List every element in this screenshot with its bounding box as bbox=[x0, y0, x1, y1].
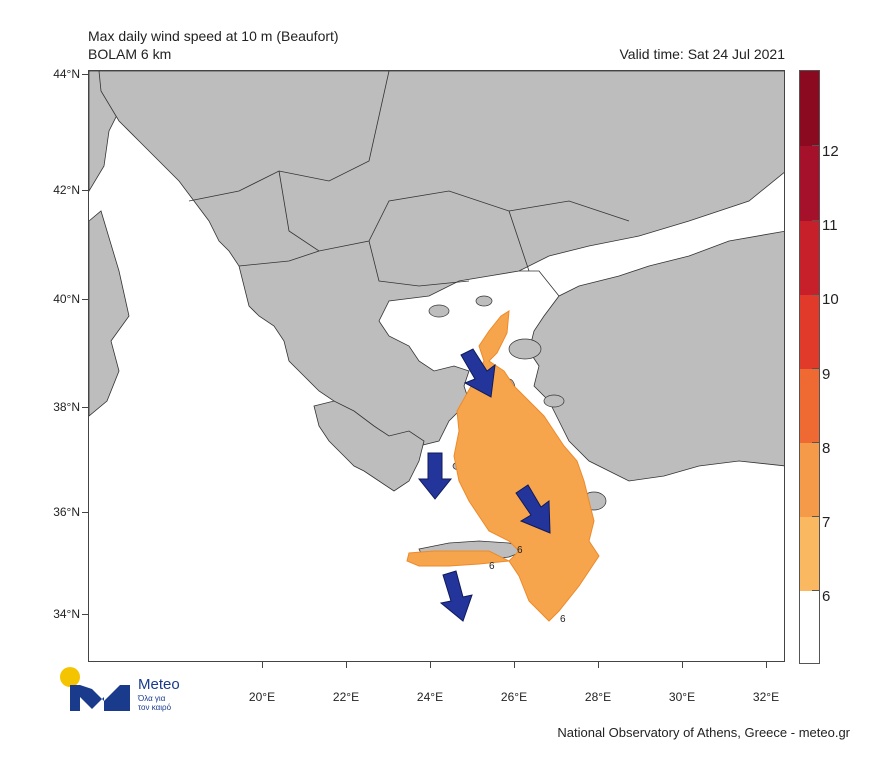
lon-label: 30°E bbox=[668, 690, 696, 704]
lon-tick bbox=[514, 662, 515, 668]
colorbar-label: 7 bbox=[822, 514, 831, 531]
colorbar-segment bbox=[800, 295, 819, 369]
lat-tick bbox=[82, 74, 88, 75]
lat-label: 34°N bbox=[53, 607, 80, 621]
colorbar-segment bbox=[800, 146, 819, 221]
wind-arrow bbox=[417, 452, 453, 500]
wind-arrows bbox=[417, 348, 551, 622]
contour-label: 6 bbox=[560, 614, 566, 625]
lat-tick bbox=[82, 190, 88, 191]
colorbar-segment bbox=[800, 221, 819, 295]
colorbar-tick bbox=[812, 516, 820, 517]
wind-arrow bbox=[439, 570, 473, 622]
lon-tick bbox=[346, 662, 347, 668]
lon-tick bbox=[682, 662, 683, 668]
model-label: BOLAM 6 km bbox=[88, 46, 172, 62]
lat-tick bbox=[82, 299, 88, 300]
lat-label: 42°N bbox=[53, 183, 80, 197]
lon-label: 26°E bbox=[500, 690, 528, 704]
colorbar-tick bbox=[812, 590, 820, 591]
colorbar-segment bbox=[800, 443, 819, 517]
credit-text: National Observatory of Athens, Greece -… bbox=[557, 725, 850, 740]
lon-tick bbox=[430, 662, 431, 668]
colorbar-label: 10 bbox=[822, 291, 839, 308]
contour-label: 6 bbox=[517, 545, 523, 556]
lon-label: 32°E bbox=[752, 690, 780, 704]
lat-label: 40°N bbox=[53, 292, 80, 306]
colorbar-segment bbox=[800, 591, 819, 663]
colorbar-label: 12 bbox=[822, 143, 839, 160]
wind-arrow bbox=[515, 484, 551, 534]
land-italy bbox=[89, 71, 130, 417]
contour-label: 6 bbox=[489, 561, 495, 572]
lat-tick bbox=[82, 407, 88, 408]
lon-label: 28°E bbox=[584, 690, 612, 704]
colorbar-label: 11 bbox=[822, 217, 838, 234]
lat-label: 38°N bbox=[53, 400, 80, 414]
lon-label: 24°E bbox=[416, 690, 444, 704]
map-area[interactable]: 6 6 6 bbox=[88, 70, 785, 662]
lat-tick bbox=[82, 512, 88, 513]
colorbar-label: 8 bbox=[822, 440, 831, 457]
land-anatolia bbox=[528, 230, 784, 482]
lon-tick bbox=[766, 662, 767, 668]
wind-zone-force-7 bbox=[406, 310, 600, 622]
colorbar-tick bbox=[812, 368, 820, 369]
wind-arrow bbox=[460, 348, 496, 398]
country-borders bbox=[188, 71, 630, 297]
lon-label: 20°E bbox=[248, 690, 276, 704]
lon-tick bbox=[262, 662, 263, 668]
colorbar-tick bbox=[812, 145, 820, 146]
map-canvas bbox=[89, 71, 784, 622]
colorbar-label: 9 bbox=[822, 366, 831, 383]
colorbar-tick bbox=[812, 294, 820, 295]
lat-label: 44°N bbox=[53, 67, 80, 81]
colorbar-tick bbox=[812, 442, 820, 443]
map-title: Max daily wind speed at 10 m (Beaufort) bbox=[88, 28, 339, 44]
logo-tagline: Όλα για bbox=[138, 694, 166, 703]
logo-name: Meteo bbox=[138, 676, 180, 693]
colorbar-tick bbox=[812, 220, 820, 221]
colorbar-segment bbox=[800, 71, 819, 146]
lat-tick bbox=[82, 614, 88, 615]
valid-time: Valid time: Sat 24 Jul 2021 bbox=[619, 46, 785, 62]
meteo-logo-icon[interactable] bbox=[58, 665, 208, 715]
land-peloponnese bbox=[313, 400, 425, 492]
colorbar-legend bbox=[799, 70, 820, 664]
colorbar-segment bbox=[800, 517, 819, 591]
colorbar-segment bbox=[800, 369, 819, 443]
lon-tick bbox=[598, 662, 599, 668]
logo-tagline: τον καιρό bbox=[138, 703, 172, 712]
lon-label: 22°E bbox=[332, 690, 360, 704]
colorbar-label: 6 bbox=[822, 588, 831, 605]
lat-label: 36°N bbox=[53, 505, 80, 519]
